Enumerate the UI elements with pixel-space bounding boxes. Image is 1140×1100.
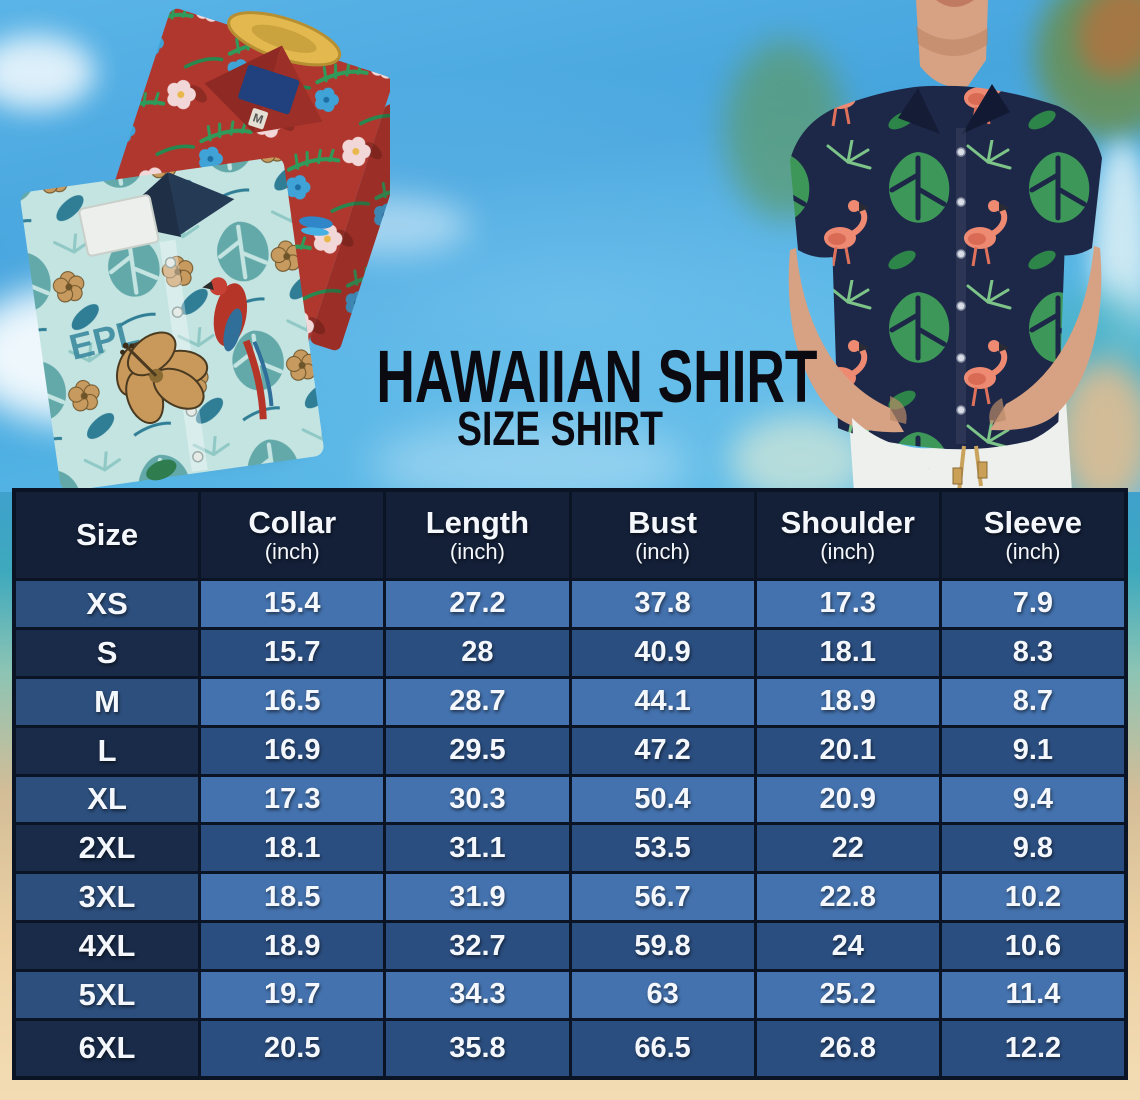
shirt-buttons <box>956 147 966 415</box>
size-value-cell: 66.5 <box>571 1020 754 1076</box>
size-value-cell: 44.1 <box>571 678 754 725</box>
size-value-cell: 22 <box>756 825 939 872</box>
row-label-xs: XS <box>16 581 199 627</box>
size-value-cell: 24 <box>756 923 939 970</box>
size-value-cell: 59.8 <box>571 923 754 970</box>
size-value-cell: 22.8 <box>756 874 939 921</box>
size-value-cell: 9.8 <box>941 825 1124 872</box>
column-header-bust: Bust (inch) <box>571 492 754 578</box>
model-photo <box>788 0 1102 492</box>
size-value-cell: 31.9 <box>386 874 569 921</box>
size-value-cell: 28 <box>386 629 569 676</box>
size-value-cell: 15.7 <box>201 629 384 676</box>
cloud <box>370 420 690 492</box>
size-value-cell: 16.5 <box>201 678 384 725</box>
size-value-cell: 26.8 <box>756 1020 939 1076</box>
navy-flamingo-shirt <box>790 84 1102 450</box>
poster-title: HAWAIIAN SHIRT <box>376 335 818 418</box>
title-block: HAWAIIAN SHIRT SIZE SHIRT <box>305 335 818 456</box>
poster-subtitle: SIZE SHIRT <box>457 403 663 456</box>
size-value-cell: 40.9 <box>571 629 754 676</box>
size-value-cell: 9.4 <box>941 776 1124 823</box>
hero-photo: M EPL <box>0 0 1140 492</box>
size-value-cell: 18.1 <box>201 825 384 872</box>
size-value-cell: 19.7 <box>201 972 384 1018</box>
size-value-cell: 8.3 <box>941 629 1124 676</box>
pants-pockets <box>852 414 1070 492</box>
row-label-4xl: 4XL <box>16 923 199 970</box>
size-value-cell: 31.1 <box>386 825 569 872</box>
teal-hawaiian-shirt: EPL <box>20 157 324 491</box>
column-header-collar: Collar (inch) <box>201 492 384 578</box>
red-shirt-size-tag: M <box>251 110 265 126</box>
size-value-cell: 17.3 <box>756 581 939 627</box>
size-value-cell: 29.5 <box>386 727 569 774</box>
size-value-cell: 10.2 <box>941 874 1124 921</box>
column-header-shoulder: Shoulder (inch) <box>756 492 939 578</box>
size-value-cell: 17.3 <box>201 776 384 823</box>
parrot <box>202 277 274 420</box>
size-value-cell: 20.9 <box>756 776 939 823</box>
size-value-cell: 9.1 <box>941 727 1124 774</box>
size-value-cell: 50.4 <box>571 776 754 823</box>
size-value-cell: 47.2 <box>571 727 754 774</box>
row-label-s: S <box>16 629 199 676</box>
size-value-cell: 8.7 <box>941 678 1124 725</box>
size-value-cell: 28.7 <box>386 678 569 725</box>
size-value-cell: 34.3 <box>386 972 569 1018</box>
size-value-cell: 18.9 <box>201 923 384 970</box>
row-label-5xl: 5XL <box>16 972 199 1018</box>
size-value-cell: 35.8 <box>386 1020 569 1076</box>
size-value-cell: 27.2 <box>386 581 569 627</box>
folded-shirts-photo: M EPL <box>20 8 390 491</box>
size-value-cell: 11.4 <box>941 972 1124 1018</box>
column-header-sleeve: Sleeve (inch) <box>941 492 1124 578</box>
size-value-cell: 25.2 <box>756 972 939 1018</box>
red-shirt-logo-print <box>298 216 333 236</box>
size-value-cell: 56.7 <box>571 874 754 921</box>
size-value-cell: 37.8 <box>571 581 754 627</box>
hibiscus-flower <box>116 331 209 424</box>
model-lips <box>936 0 974 7</box>
row-label-l: L <box>16 727 199 774</box>
size-value-cell: 30.3 <box>386 776 569 823</box>
model-arms <box>788 246 1102 433</box>
size-value-cell: 53.5 <box>571 825 754 872</box>
column-header-size: Size <box>16 492 199 578</box>
row-label-6xl: 6XL <box>16 1020 199 1076</box>
size-value-cell: 18.9 <box>756 678 939 725</box>
size-chart-table: Size Collar (inch) Length (inch) Bust (inch) Sh… <box>12 488 1128 1080</box>
size-value-cell: 16.9 <box>201 727 384 774</box>
size-value-cell: 32.7 <box>386 923 569 970</box>
row-label-m: M <box>16 678 199 725</box>
size-value-cell: 20.5 <box>201 1020 384 1076</box>
row-label-2xl: 2XL <box>16 825 199 872</box>
size-value-cell: 18.5 <box>201 874 384 921</box>
green-bird <box>146 459 177 481</box>
size-value-cell: 10.6 <box>941 923 1124 970</box>
size-value-cell: 15.4 <box>201 581 384 627</box>
row-label-xl: XL <box>16 776 199 823</box>
size-value-cell: 18.1 <box>756 629 939 676</box>
row-label-3xl: 3XL <box>16 874 199 921</box>
cloud <box>0 35 95 110</box>
size-value-cell: 12.2 <box>941 1020 1124 1076</box>
size-value-cell: 63 <box>571 972 754 1018</box>
size-value-cell: 7.9 <box>941 581 1124 627</box>
column-header-length: Length (inch) <box>386 492 569 578</box>
size-value-cell: 20.1 <box>756 727 939 774</box>
